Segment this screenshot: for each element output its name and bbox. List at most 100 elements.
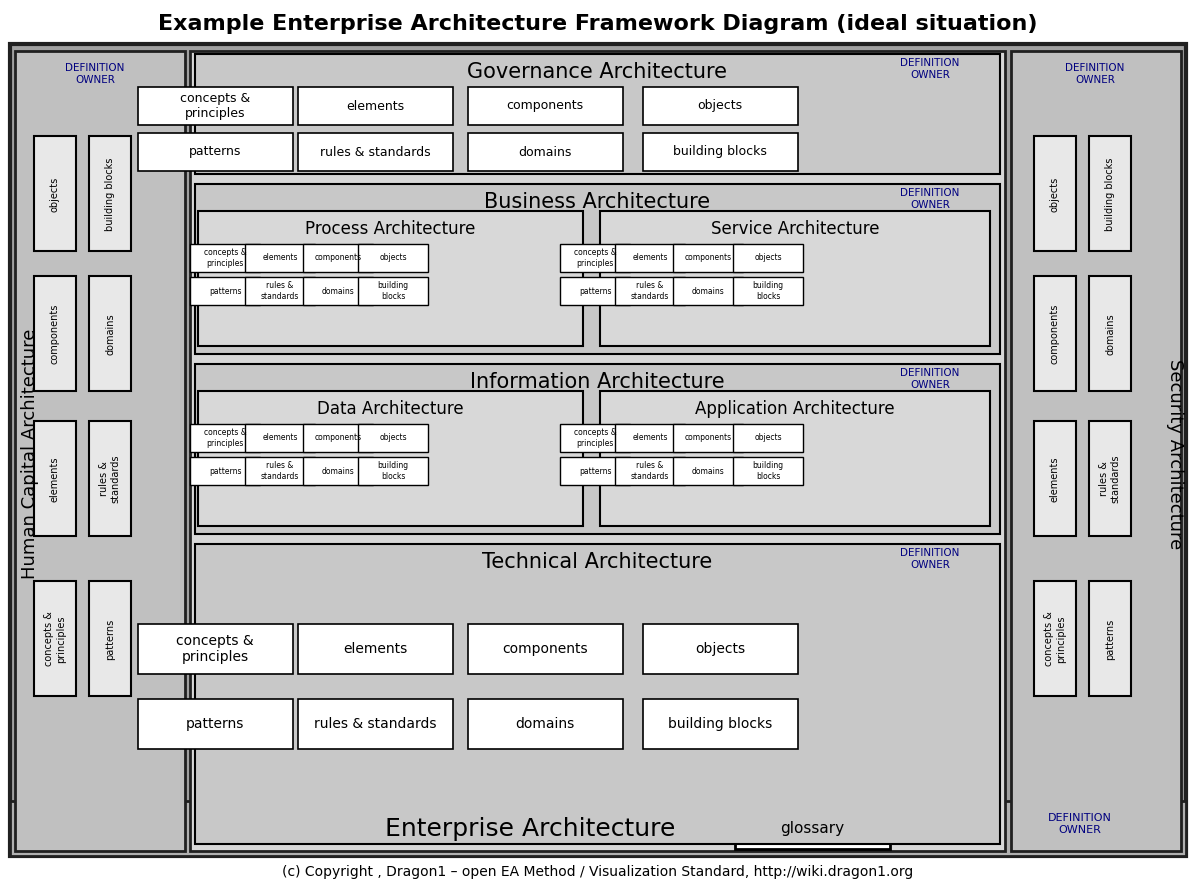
FancyBboxPatch shape [190,51,1005,851]
FancyBboxPatch shape [89,136,132,251]
FancyBboxPatch shape [1035,276,1076,391]
Text: Security Architecture: Security Architecture [1166,358,1184,549]
Text: concepts &
principles: concepts & principles [176,634,254,664]
FancyBboxPatch shape [245,277,315,305]
Text: rules &
standards: rules & standards [261,461,299,481]
Text: objects: objects [379,254,407,263]
FancyBboxPatch shape [615,424,685,452]
Text: objects: objects [755,434,782,443]
FancyBboxPatch shape [560,424,630,452]
Text: building
blocks: building blocks [378,461,409,481]
Text: concepts &
principles: concepts & principles [179,92,250,120]
FancyBboxPatch shape [1090,421,1131,536]
Text: elements: elements [633,434,667,443]
FancyBboxPatch shape [358,244,428,272]
Text: patterns: patterns [579,467,611,476]
FancyBboxPatch shape [560,457,630,485]
FancyBboxPatch shape [673,457,743,485]
Text: Technical Architecture: Technical Architecture [482,552,712,572]
Text: elements: elements [343,642,407,656]
Text: domains: domains [691,286,725,296]
FancyBboxPatch shape [195,364,1000,534]
Text: DEFINITION
OWNER: DEFINITION OWNER [901,548,959,569]
Text: concepts &
principles: concepts & principles [44,611,66,666]
Text: Information Architecture: Information Architecture [470,372,725,392]
Text: (c) Copyright , Dragon1 – open EA Method / Visualization Standard, http://wiki.d: (c) Copyright , Dragon1 – open EA Method… [282,865,914,879]
FancyBboxPatch shape [138,87,293,125]
Text: rules &
standards: rules & standards [630,282,670,300]
Text: Governance Architecture: Governance Architecture [466,62,727,82]
FancyBboxPatch shape [673,424,743,452]
FancyBboxPatch shape [89,276,132,391]
FancyBboxPatch shape [643,699,798,749]
Text: building blocks: building blocks [1105,157,1115,231]
FancyBboxPatch shape [245,457,315,485]
FancyBboxPatch shape [468,133,623,171]
Text: elements: elements [50,456,60,502]
FancyBboxPatch shape [358,277,428,305]
Text: concepts &
principles: concepts & principles [1044,611,1066,666]
Text: patterns: patterns [209,467,242,476]
FancyBboxPatch shape [199,391,582,526]
FancyBboxPatch shape [643,624,798,674]
Text: objects: objects [755,254,782,263]
Text: objects: objects [379,434,407,443]
Text: DEFINITION
OWNER: DEFINITION OWNER [1066,63,1124,85]
FancyBboxPatch shape [10,801,1186,856]
Text: domains: domains [322,467,354,476]
FancyBboxPatch shape [33,421,77,536]
Text: domains: domains [691,467,725,476]
Text: objects: objects [697,99,743,113]
FancyBboxPatch shape [358,424,428,452]
FancyBboxPatch shape [190,424,260,452]
Text: domains: domains [322,286,354,296]
Text: patterns: patterns [579,286,611,296]
FancyBboxPatch shape [10,44,1186,856]
Text: concepts &
principles: concepts & principles [203,428,246,448]
Text: objects: objects [1050,176,1060,212]
FancyBboxPatch shape [468,87,623,125]
FancyBboxPatch shape [1035,136,1076,251]
Text: elements: elements [1050,456,1060,502]
Text: components: components [315,254,361,263]
Text: building
blocks: building blocks [752,461,783,481]
FancyBboxPatch shape [199,211,582,346]
Text: elements: elements [633,254,667,263]
FancyBboxPatch shape [195,544,1000,844]
FancyBboxPatch shape [733,424,803,452]
FancyBboxPatch shape [1035,421,1076,536]
FancyBboxPatch shape [138,699,293,749]
Text: rules &
standards: rules & standards [99,455,121,503]
Text: rules &
standards: rules & standards [630,461,670,481]
Text: Process Architecture: Process Architecture [305,220,475,238]
FancyBboxPatch shape [1011,51,1180,851]
FancyBboxPatch shape [1090,136,1131,251]
FancyBboxPatch shape [615,244,685,272]
Text: DEFINITION
OWNER: DEFINITION OWNER [1048,814,1112,835]
FancyBboxPatch shape [643,87,798,125]
Text: elements: elements [262,254,298,263]
Text: components: components [1050,304,1060,364]
Text: rules &
standards: rules & standards [261,282,299,300]
Text: building blocks: building blocks [673,146,767,158]
Text: building
blocks: building blocks [752,282,783,300]
FancyBboxPatch shape [89,581,132,696]
FancyBboxPatch shape [298,87,453,125]
Text: components: components [502,642,587,656]
FancyBboxPatch shape [733,244,803,272]
Text: Example Enterprise Architecture Framework Diagram (ideal situation): Example Enterprise Architecture Framewor… [158,14,1038,34]
FancyBboxPatch shape [89,421,132,536]
FancyBboxPatch shape [560,277,630,305]
FancyBboxPatch shape [33,581,77,696]
FancyBboxPatch shape [195,54,1000,174]
FancyBboxPatch shape [733,457,803,485]
FancyBboxPatch shape [245,424,315,452]
Text: components: components [315,434,361,443]
Text: rules &
standards: rules & standards [1099,455,1121,503]
FancyBboxPatch shape [298,133,453,171]
Text: Business Architecture: Business Architecture [484,192,710,212]
Text: patterns: patterns [209,286,242,296]
FancyBboxPatch shape [33,136,77,251]
Text: patterns: patterns [105,619,115,660]
FancyBboxPatch shape [298,624,453,674]
